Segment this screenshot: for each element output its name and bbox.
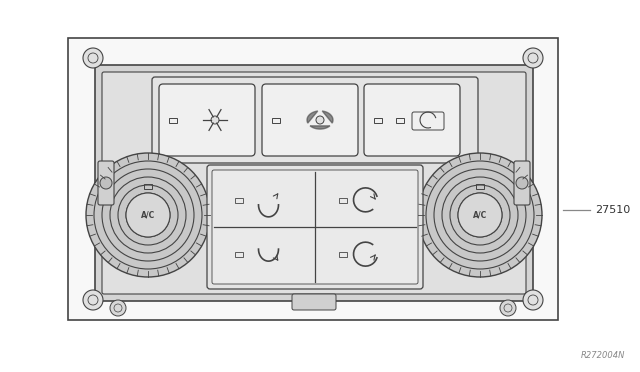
- Circle shape: [100, 177, 112, 189]
- Bar: [68, 38, 558, 320]
- Text: 27510: 27510: [595, 205, 630, 215]
- Circle shape: [86, 153, 210, 277]
- Bar: [339, 252, 348, 257]
- FancyBboxPatch shape: [95, 65, 533, 301]
- Circle shape: [523, 48, 543, 68]
- FancyBboxPatch shape: [212, 170, 418, 284]
- Bar: [476, 184, 484, 189]
- FancyBboxPatch shape: [159, 84, 255, 156]
- Circle shape: [458, 193, 502, 237]
- Circle shape: [83, 290, 103, 310]
- Bar: [234, 252, 243, 257]
- FancyBboxPatch shape: [207, 165, 423, 289]
- Bar: [144, 184, 152, 189]
- FancyBboxPatch shape: [364, 84, 460, 156]
- Circle shape: [418, 153, 542, 277]
- Circle shape: [211, 116, 219, 124]
- Polygon shape: [323, 111, 333, 123]
- FancyBboxPatch shape: [262, 84, 358, 156]
- Bar: [234, 198, 243, 203]
- Text: A/C: A/C: [141, 211, 155, 219]
- FancyBboxPatch shape: [292, 294, 336, 310]
- Bar: [396, 118, 404, 123]
- Polygon shape: [310, 126, 330, 129]
- FancyBboxPatch shape: [152, 77, 478, 163]
- Circle shape: [110, 300, 126, 316]
- Circle shape: [126, 193, 170, 237]
- Bar: [339, 198, 348, 203]
- Circle shape: [523, 290, 543, 310]
- Circle shape: [316, 116, 324, 124]
- FancyBboxPatch shape: [514, 161, 530, 205]
- Bar: [169, 118, 177, 123]
- Text: R272004N: R272004N: [580, 351, 625, 360]
- FancyBboxPatch shape: [98, 161, 114, 205]
- FancyBboxPatch shape: [102, 72, 526, 294]
- Bar: [374, 118, 382, 123]
- Circle shape: [516, 177, 528, 189]
- Text: A/C: A/C: [473, 211, 487, 219]
- Circle shape: [83, 48, 103, 68]
- Polygon shape: [307, 111, 317, 123]
- Bar: [272, 118, 280, 123]
- Circle shape: [500, 300, 516, 316]
